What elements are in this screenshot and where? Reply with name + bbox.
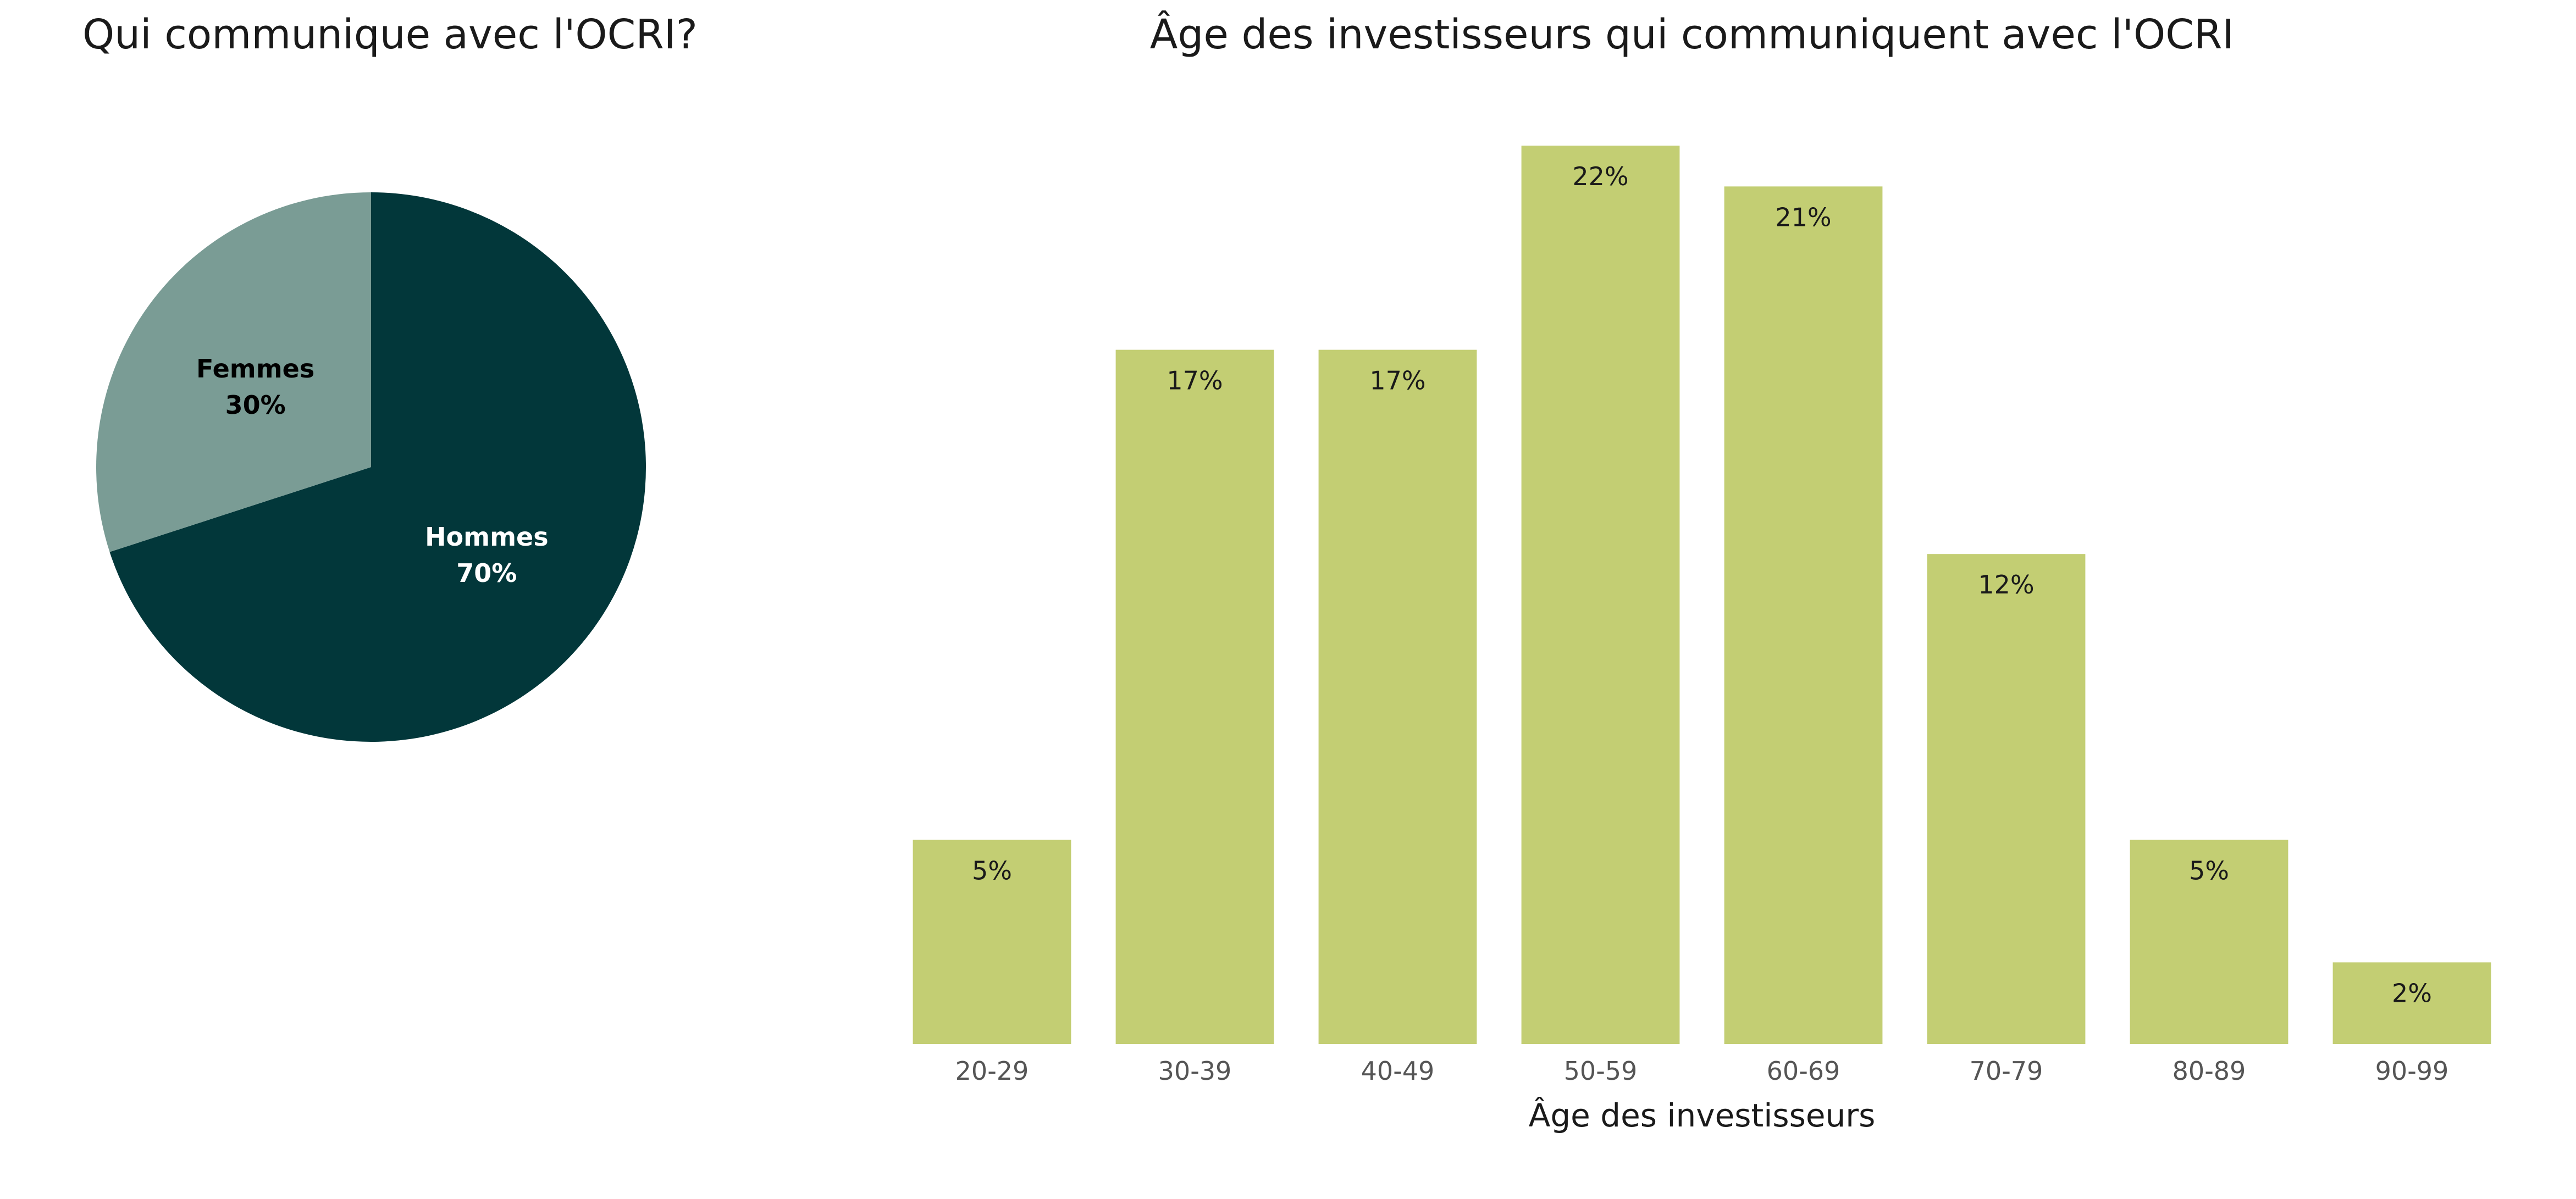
x-tick-label: 90-99 <box>2375 1056 2449 1086</box>
x-tick-label: 30-39 <box>1158 1056 1232 1086</box>
bar-30-39 <box>1115 349 1274 1045</box>
pie-slice-value-label: 30% <box>225 390 286 420</box>
bar-value-label: 5% <box>2189 856 2229 885</box>
bar-value-label: 17% <box>1167 366 1223 396</box>
bar-value-label: 22% <box>1572 162 1628 191</box>
x-tick-label: 40-49 <box>1361 1056 1435 1086</box>
bar-90-99 <box>2332 962 2491 1044</box>
x-tick-label: 70-79 <box>1970 1056 2043 1086</box>
bar-20-29 <box>913 840 1071 1044</box>
bar-chart-title: Âge des investisseurs qui communiquent a… <box>1149 11 2235 58</box>
bar-70-79 <box>1927 554 2086 1044</box>
gender-pie-panel: Qui communique avec l'OCRI? Hommes 70% Fem… <box>0 0 742 1199</box>
pie-chart-title: Qui communique avec l'OCRI? <box>82 11 698 58</box>
bar-value-label: 17% <box>1369 366 1425 396</box>
bar-value-label: 21% <box>1775 202 1831 232</box>
bar-60-69 <box>1724 186 1883 1045</box>
pie-slice-femmes <box>96 192 371 552</box>
bar-value-label: 12% <box>1978 570 2034 600</box>
pie-slice-label: Hommes <box>425 522 549 552</box>
age-bar-panel: Âge des investisseurs qui communiquent a… <box>742 0 2576 1199</box>
x-tick-label: 20-29 <box>955 1056 1029 1086</box>
x-tick-label: 60-69 <box>1767 1056 1840 1086</box>
bar-value-label: 2% <box>2392 978 2432 1008</box>
pie-slice-value-label: 70% <box>456 558 517 588</box>
age-bar-chart: 5% 20-29 17% 30-39 17% 40-49 22% 50-59 21% 60-69 1… <box>913 146 2491 1134</box>
pie-slice-hommes <box>109 192 646 742</box>
x-tick-label: 80-89 <box>2173 1056 2246 1086</box>
x-tick-label: 50-59 <box>1564 1056 1638 1086</box>
bar-value-label: 5% <box>972 856 1012 885</box>
pie-slice-label: Femmes <box>196 354 314 384</box>
bar-50-59 <box>1521 146 1680 1044</box>
bar-40-49 <box>1318 349 1477 1045</box>
gender-pie-chart: Hommes 70% Femmes 30% <box>96 192 646 742</box>
bar-80-89 <box>2130 840 2288 1044</box>
x-axis-title: Âge des investisseurs <box>1529 1096 1876 1134</box>
